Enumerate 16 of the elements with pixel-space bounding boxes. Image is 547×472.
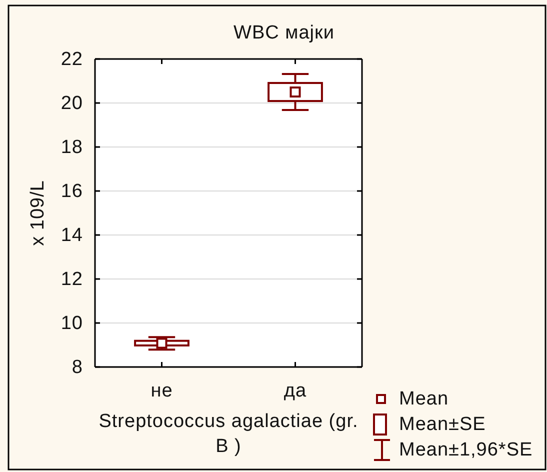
y-tick-label: 18 <box>60 137 83 158</box>
chart-title: WBC мајки <box>234 22 334 44</box>
y-axis-title: x 109/L <box>28 180 48 246</box>
y-tick-label: 14 <box>60 225 83 246</box>
x-tick-label: не <box>150 380 173 402</box>
y-tick-label: 16 <box>60 181 83 202</box>
text: Mean±1,96*SE <box>399 440 533 460</box>
x-tick-label: да <box>284 380 307 402</box>
y-tick-label: 8 <box>72 357 83 378</box>
y-tick-label: 10 <box>60 313 83 334</box>
text: Mean <box>399 388 449 410</box>
y-tick-label: 20 <box>60 93 83 114</box>
y-tick-label: 22 <box>60 49 83 70</box>
y-tick-label: 12 <box>60 269 83 290</box>
x-axis-title: Streptococcus agalactiae (gr. B ) <box>98 411 358 457</box>
text: Mean±SE <box>399 414 486 435</box>
